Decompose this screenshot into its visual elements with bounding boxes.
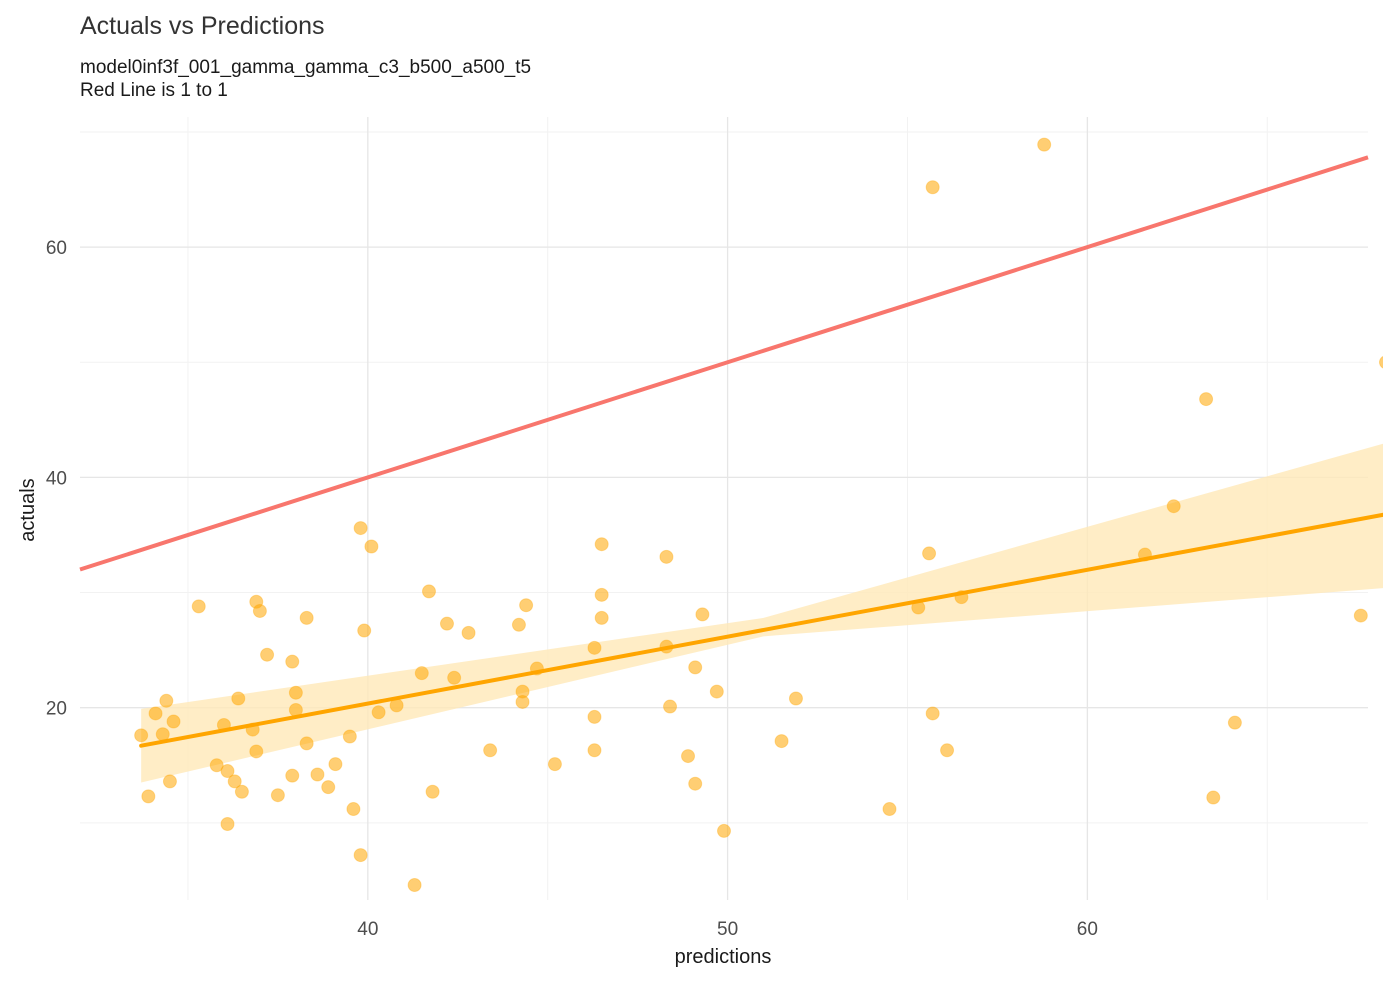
- scatter-point: [587, 640, 602, 655]
- scatter-point: [1378, 355, 1383, 369]
- scatter-point: [925, 180, 940, 195]
- scatter-point: [461, 625, 476, 640]
- scatter-point: [249, 744, 264, 759]
- scatter-point: [134, 728, 149, 743]
- scatter-point: [882, 802, 897, 817]
- scatter-point: [587, 709, 602, 724]
- scatter-point: [447, 670, 462, 685]
- x-tick-label: 60: [1077, 919, 1098, 940]
- scatter-point: [310, 767, 325, 782]
- scatter-point: [925, 706, 940, 721]
- regression-line-layer: [139, 512, 1383, 748]
- scatter-point: [288, 685, 303, 700]
- scatter-point: [483, 743, 498, 758]
- scatter-point: [209, 758, 224, 773]
- reference-line: [79, 155, 1369, 572]
- scatter-point: [717, 823, 731, 838]
- scatter-point: [328, 757, 343, 772]
- scatter-point: [234, 784, 249, 799]
- scatter-point: [594, 537, 609, 552]
- scatter-point: [519, 598, 534, 613]
- x-axis-ticks: 40 50 60: [357, 919, 1098, 940]
- scatter-point: [342, 729, 357, 744]
- scatter-point: [788, 691, 803, 706]
- scatter-point: [191, 599, 206, 614]
- scatter-point: [1227, 715, 1242, 730]
- scatter-point: [439, 616, 454, 631]
- chart-subtitle-model: model0inf3f_001_gamma_gamma_c3_b500_a500…: [80, 57, 532, 78]
- scatter-point: [346, 802, 361, 817]
- x-tick-label: 50: [717, 919, 738, 940]
- y-tick-label: 20: [46, 699, 67, 720]
- scatter-point: [220, 764, 235, 779]
- y-axis-ticks: 20 40 60: [46, 238, 67, 720]
- scatter-point: [587, 743, 602, 758]
- scatter-point: [688, 776, 703, 791]
- scatter-point: [594, 610, 609, 625]
- regression-line: [139, 512, 1383, 748]
- scatter-point: [940, 743, 955, 758]
- scatter-point: [159, 693, 174, 708]
- scatter-point: [148, 706, 163, 721]
- scatter-point: [1353, 608, 1368, 623]
- y-axis-label: actuals: [17, 478, 39, 541]
- scatter-point: [166, 714, 181, 729]
- confidence-ribbon-layer: [141, 443, 1383, 783]
- scatter-point: [155, 727, 170, 742]
- scatter-point: [321, 780, 336, 795]
- scatter-point: [231, 691, 246, 706]
- x-tick-label: 40: [357, 919, 378, 940]
- scatter-point: [688, 660, 703, 675]
- scatter-point: [681, 749, 696, 764]
- scatter-point: [407, 878, 422, 893]
- scatter-point: [371, 705, 386, 720]
- scatter-point: [364, 539, 379, 554]
- scatter-point: [285, 654, 300, 669]
- scatter-point: [270, 788, 285, 803]
- scatter-point: [1206, 790, 1221, 805]
- scatter-point: [1037, 137, 1052, 152]
- scatter-point: [260, 647, 275, 662]
- scatter-point: [357, 623, 372, 638]
- scatter-point: [141, 789, 156, 804]
- y-tick-label: 40: [46, 468, 67, 489]
- scatter-point: [425, 784, 440, 799]
- scatter-point: [774, 734, 789, 749]
- scatter-point: [1166, 499, 1181, 514]
- scatter-point: [547, 757, 562, 772]
- x-axis-label: predictions: [675, 946, 772, 968]
- scatter-point: [663, 699, 678, 714]
- chart-subtitle-note: Red Line is 1 to 1: [80, 80, 228, 101]
- chart-title: Actuals vs Predictions: [80, 12, 325, 40]
- scatter-point: [695, 607, 710, 622]
- y-tick-label: 60: [46, 238, 67, 259]
- scatter-point: [421, 584, 436, 599]
- scatter-point: [515, 684, 530, 699]
- scatter-point: [922, 546, 937, 561]
- confidence-ribbon: [141, 443, 1383, 783]
- scatter-point: [659, 549, 674, 564]
- scatter-point: [709, 684, 724, 699]
- scatter-point: [285, 768, 300, 783]
- scatter-point: [511, 617, 526, 632]
- scatter-point: [162, 774, 177, 789]
- scatter-point: [594, 587, 609, 602]
- reference-line-layer: [79, 155, 1369, 572]
- scatter-point: [414, 666, 429, 681]
- scatter-point: [227, 774, 242, 789]
- scatter-point: [220, 817, 235, 832]
- scatter-point: [299, 736, 314, 751]
- scatter-point: [252, 603, 267, 618]
- scatter-point: [353, 521, 368, 536]
- scatter-point: [1199, 392, 1214, 407]
- scatter-point: [299, 610, 314, 625]
- scatter-point: [353, 848, 368, 863]
